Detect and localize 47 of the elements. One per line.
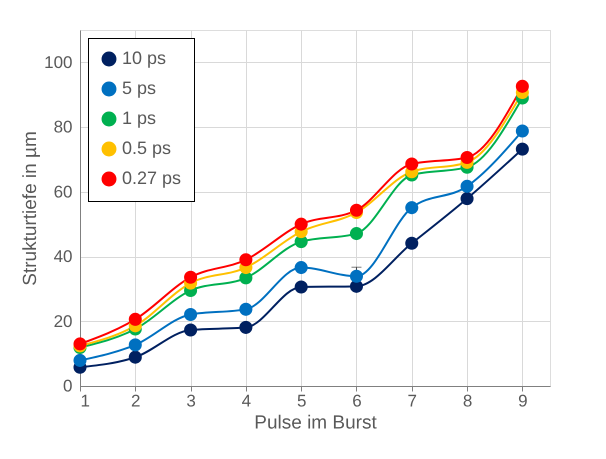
- legend-label: 0.5 ps: [122, 138, 172, 158]
- point: [516, 80, 529, 93]
- point: [460, 192, 474, 206]
- point: [239, 302, 252, 316]
- legend-label: 10 ps: [122, 48, 166, 68]
- point: [184, 324, 198, 337]
- legend-label: 0.27 ps: [122, 168, 182, 188]
- x-tick-label: 4: [242, 392, 252, 410]
- x-tick-label: 7: [408, 392, 417, 410]
- y-tick-label: 0: [63, 376, 72, 396]
- point: [239, 253, 252, 266]
- legend-label: 1 ps: [122, 108, 156, 128]
- point: [294, 280, 308, 294]
- y-tick-label: 80: [54, 118, 72, 137]
- y-tick-label: 40: [54, 247, 72, 266]
- point: [405, 157, 418, 170]
- point: [405, 201, 418, 214]
- x-tick-label: 6: [352, 392, 362, 410]
- point: [350, 204, 363, 217]
- x-tick-label: 9: [518, 392, 528, 410]
- point: [460, 151, 474, 164]
- point: [184, 270, 198, 284]
- point: [350, 227, 363, 240]
- y-tick-label: 20: [54, 312, 72, 331]
- x-axis-title: Pulse im Burst: [254, 412, 378, 434]
- point: [128, 350, 142, 364]
- point: [294, 218, 308, 231]
- x-tick-label: 8: [462, 392, 472, 410]
- point: [516, 142, 529, 156]
- y-tick-label: 100: [44, 52, 72, 72]
- point: [350, 270, 363, 283]
- point: [128, 312, 142, 326]
- point: [239, 320, 252, 334]
- y-tick-label: 60: [54, 182, 72, 202]
- point: [294, 261, 308, 274]
- y-axis-title: Strukturtiefe in µm: [20, 131, 42, 286]
- point: [73, 354, 87, 367]
- x-tick-label: 5: [296, 392, 306, 410]
- x-tick-label: 2: [131, 392, 141, 410]
- point: [184, 308, 198, 321]
- point: [128, 338, 142, 352]
- legend-label: 5 ps: [122, 78, 156, 98]
- point: [516, 124, 529, 138]
- point: [460, 180, 474, 193]
- point: [405, 236, 418, 250]
- x-tick-label: 3: [186, 392, 196, 410]
- x-tick-label: 1: [80, 392, 90, 410]
